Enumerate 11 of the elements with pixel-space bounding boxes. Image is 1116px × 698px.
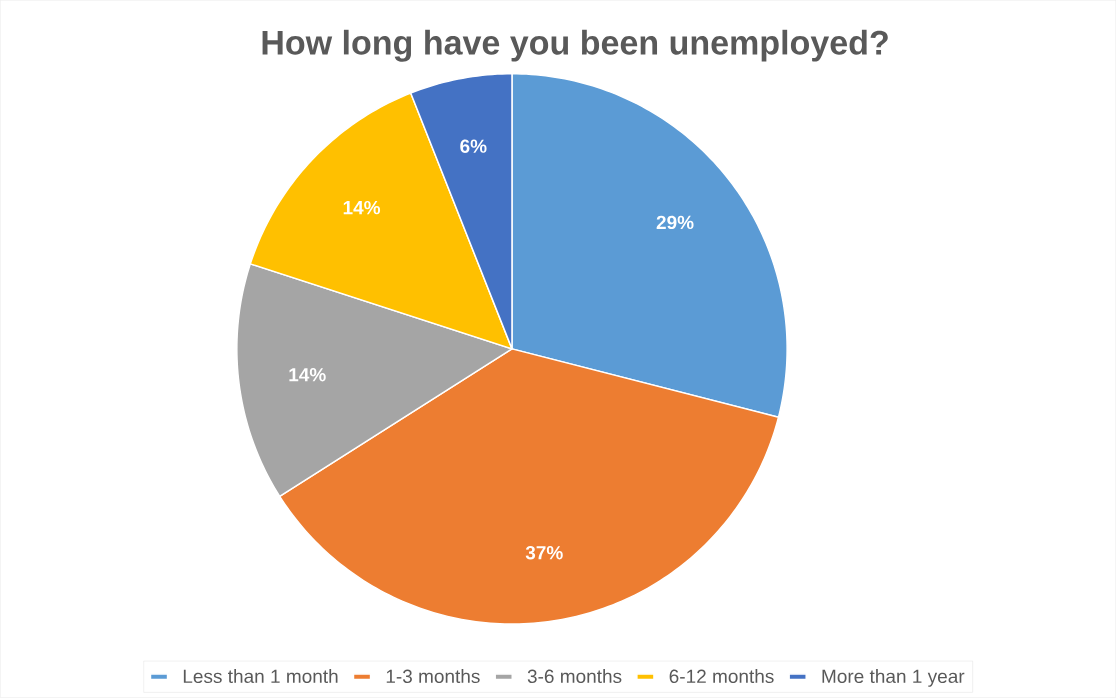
legend-label: More than 1 year [822, 669, 965, 687]
chart-title: How long have you been unemployed? [262, 29, 888, 62]
data-label: 14% [343, 201, 381, 215]
data-label: 37% [525, 546, 563, 560]
legend-label: 6-12 months [669, 669, 774, 684]
data-label: 6% [460, 139, 487, 154]
data-label: 14% [289, 368, 326, 382]
legend-label: 1-3 months [386, 669, 480, 684]
legend-label: Less than 1 month [183, 669, 338, 684]
data-label: 29% [656, 215, 694, 230]
legend-label: 3-6 months [527, 669, 622, 684]
